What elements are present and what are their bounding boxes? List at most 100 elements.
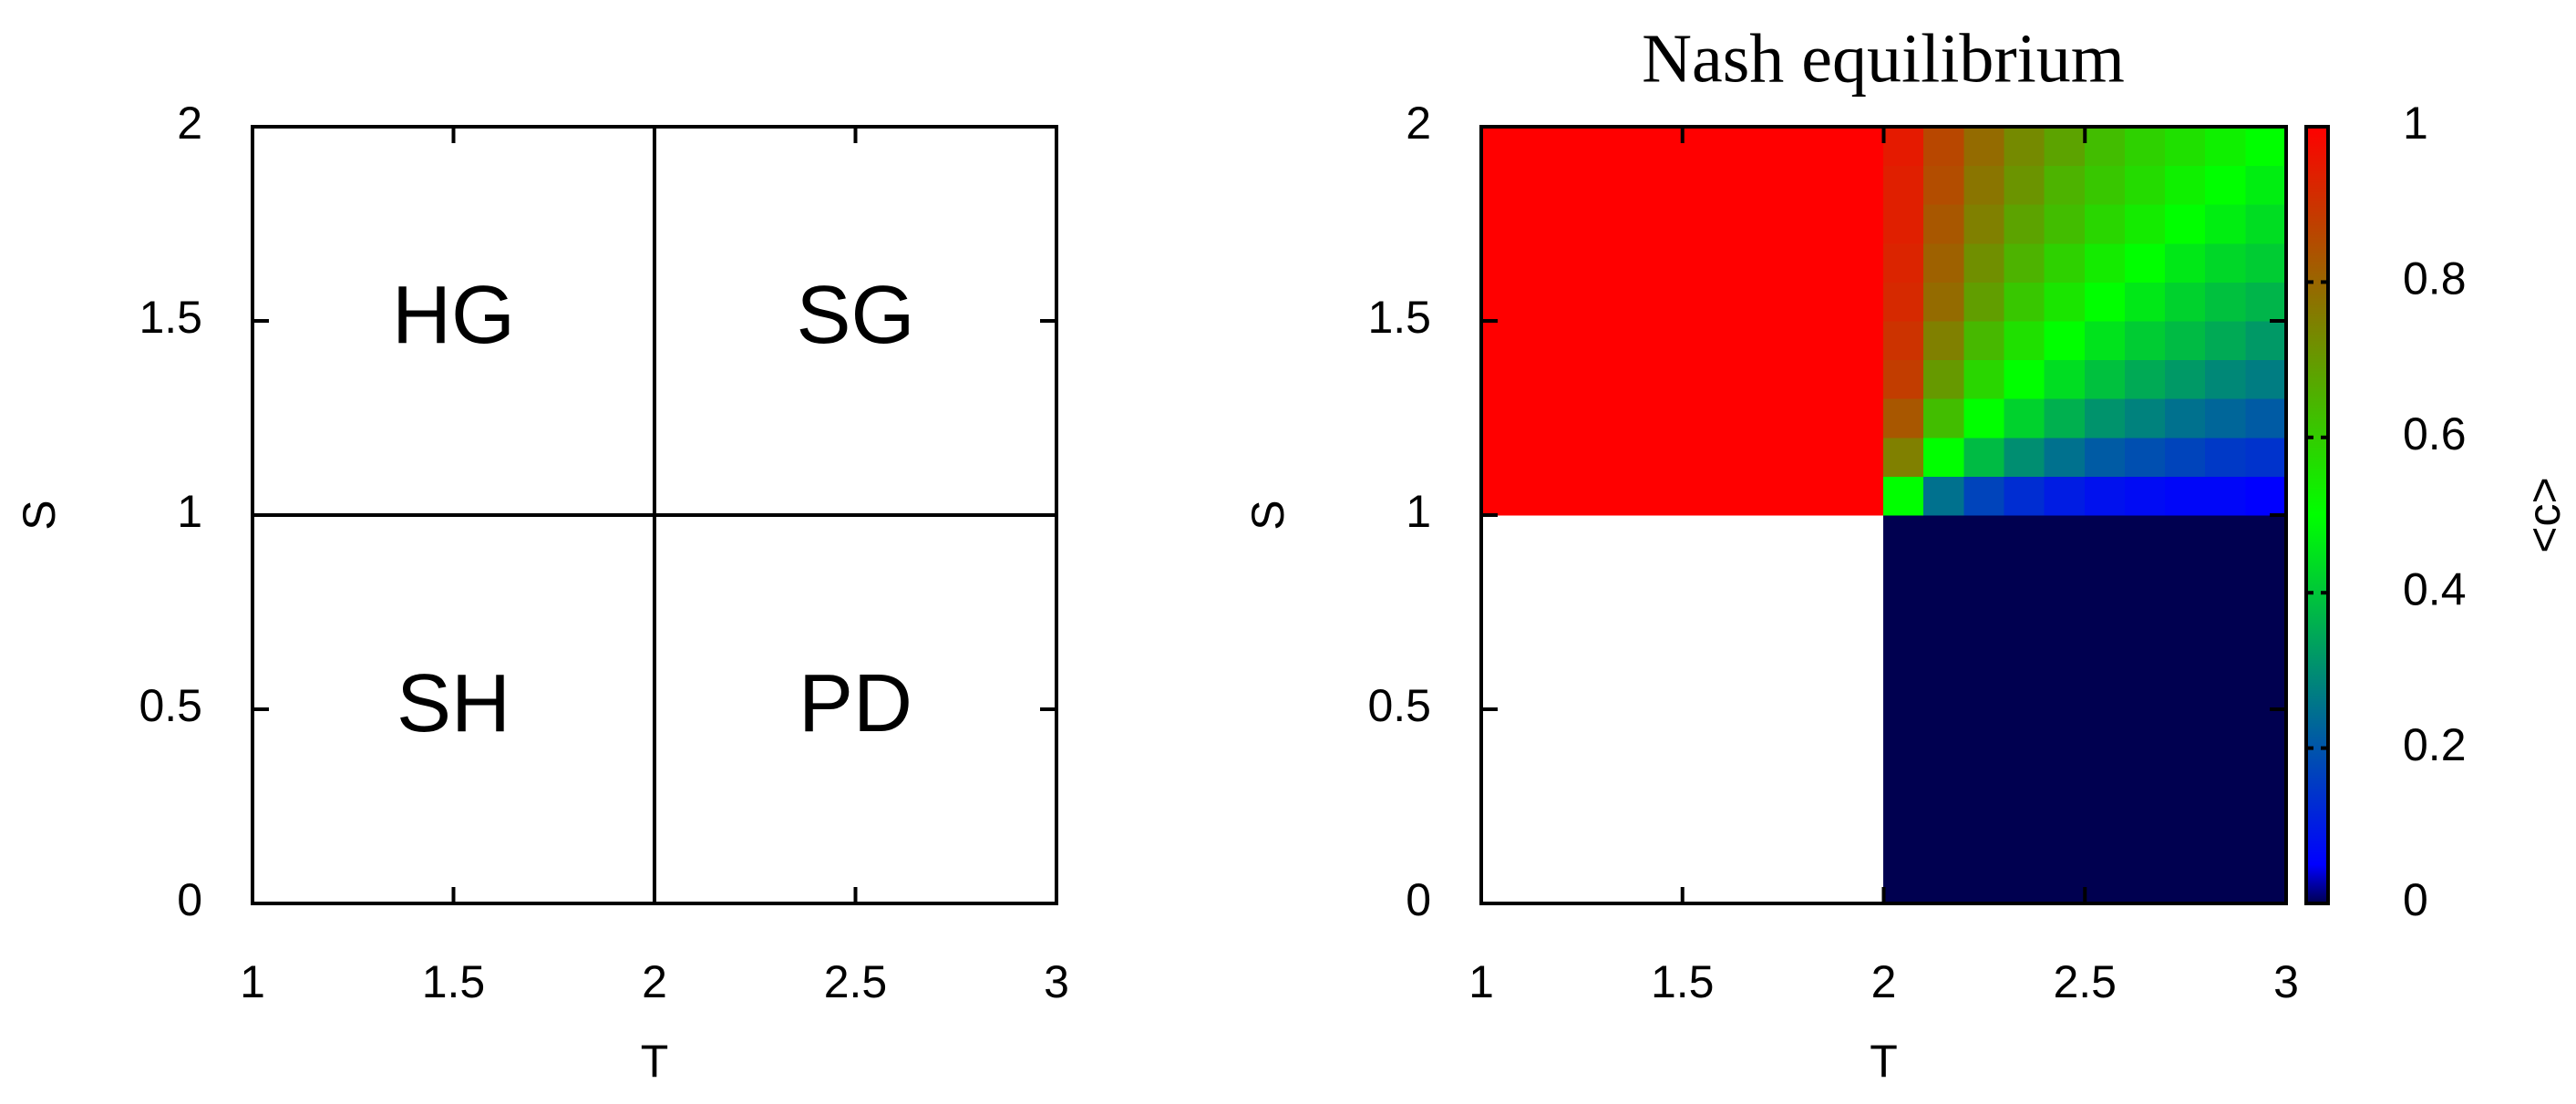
heat-cell: [2165, 786, 2207, 827]
x-tick-label: 1.5: [1651, 956, 1715, 1007]
heat-cell: [2124, 708, 2167, 749]
heat-cell: [1842, 397, 1884, 439]
heat-cell: [2084, 514, 2126, 555]
x-tick-label: 2: [642, 956, 667, 1007]
heat-cell: [2044, 320, 2086, 361]
heat-cell: [1963, 126, 2005, 167]
heat-cell: [2245, 863, 2287, 904]
heat-cell: [1561, 475, 1602, 516]
heat-cell: [1963, 669, 2005, 710]
heat-cell: [2245, 165, 2287, 205]
heat-cell: [2165, 437, 2207, 477]
heat-cell: [2245, 748, 2287, 788]
heat-cell: [1762, 397, 1804, 439]
region-label: PD: [799, 658, 912, 749]
heat-cell: [2205, 359, 2247, 399]
heat-cell: [2245, 825, 2287, 865]
heat-cell: [1601, 165, 1643, 205]
heat-cell: [1883, 863, 1925, 904]
heat-cell: [2004, 281, 2045, 322]
heat-cell: [1963, 514, 2005, 555]
heat-cell: [2165, 203, 2207, 244]
heat-cell: [1923, 320, 1965, 361]
region-label: SH: [397, 658, 510, 749]
heat-cell: [1642, 203, 1684, 244]
heat-cell: [1923, 786, 1965, 827]
heat-cell: [1802, 203, 1844, 244]
colorbar-tick-label: 1: [2403, 98, 2428, 149]
heat-cell: [2084, 126, 2126, 167]
heat-cell: [1883, 748, 1925, 788]
colorbar-tick-label: 0.6: [2403, 408, 2467, 459]
heat-cell: [1480, 203, 1522, 244]
heat-cell: [1480, 475, 1522, 516]
heat-cell: [1883, 359, 1925, 399]
heat-cell: [2084, 281, 2126, 322]
heat-cell: [1682, 126, 1724, 167]
heat-cell: [1883, 825, 1925, 865]
heat-cell: [1923, 748, 1965, 788]
heat-cell: [1802, 397, 1844, 439]
heat-cell: [2004, 708, 2045, 749]
heat-cell: [2165, 631, 2207, 671]
heat-cell: [2165, 475, 2207, 516]
heat-cell: [1762, 203, 1804, 244]
heat-cell: [2044, 825, 2086, 865]
heat-cell: [2124, 553, 2167, 593]
heat-cell: [1722, 281, 1764, 322]
heat-cell: [2004, 242, 2045, 283]
heat-cell: [1923, 475, 1965, 516]
heat-cell: [2205, 631, 2247, 671]
heat-cell: [1722, 242, 1764, 283]
heat-cell: [1963, 786, 2005, 827]
y-tick-label: 0.5: [139, 680, 202, 731]
heat-cell: [1883, 708, 1925, 749]
heat-cell: [1923, 437, 1965, 477]
heat-cell: [1883, 475, 1925, 516]
heat-cell: [1682, 359, 1724, 399]
heat-cell: [2205, 203, 2247, 244]
heat-cell: [1642, 437, 1684, 477]
heat-cell: [2165, 126, 2207, 167]
heat-cell: [1963, 708, 2005, 749]
heat-cell: [2205, 669, 2247, 710]
heat-cell: [2124, 475, 2167, 516]
heat-cell: [1963, 863, 2005, 904]
heat-cell: [1842, 359, 1884, 399]
heat-cell: [2084, 320, 2126, 361]
y-tick-label: 0: [177, 874, 202, 925]
x-tick-label: 3: [1044, 956, 1069, 1007]
heat-cell: [2004, 748, 2045, 788]
x-tick-label: 1: [240, 956, 265, 1007]
heat-cell: [1722, 126, 1764, 167]
colorbar-label: <c>: [2519, 477, 2570, 552]
heat-cell: [1923, 592, 1965, 633]
heat-cell: [2124, 165, 2167, 205]
heat-cell: [1963, 242, 2005, 283]
heat-cell: [1642, 165, 1684, 205]
heat-cell: [2245, 126, 2287, 167]
heat-cell: [2084, 359, 2126, 399]
heat-cell: [2084, 786, 2126, 827]
heat-cell: [1923, 863, 1965, 904]
heat-cell: [1883, 592, 1925, 633]
heat-cell: [1923, 631, 1965, 671]
heat-cell: [2044, 708, 2086, 749]
heat-cell: [1883, 514, 1925, 555]
y-tick-label: 1: [177, 486, 202, 537]
heat-cell: [2205, 281, 2247, 322]
heat-cell: [2044, 475, 2086, 516]
heat-cell: [2165, 281, 2207, 322]
heat-cell: [2165, 397, 2207, 439]
heat-cell: [2044, 514, 2086, 555]
heat-cell: [1802, 320, 1844, 361]
heat-cell: [1883, 281, 1925, 322]
region-label: SG: [796, 270, 914, 361]
heat-cell: [1883, 786, 1925, 827]
heat-cell: [2004, 825, 2045, 865]
heat-cell: [2044, 437, 2086, 477]
heat-cell: [2004, 359, 2045, 399]
heat-cell: [1842, 281, 1884, 322]
x-axis-label: T: [1870, 1036, 1898, 1087]
